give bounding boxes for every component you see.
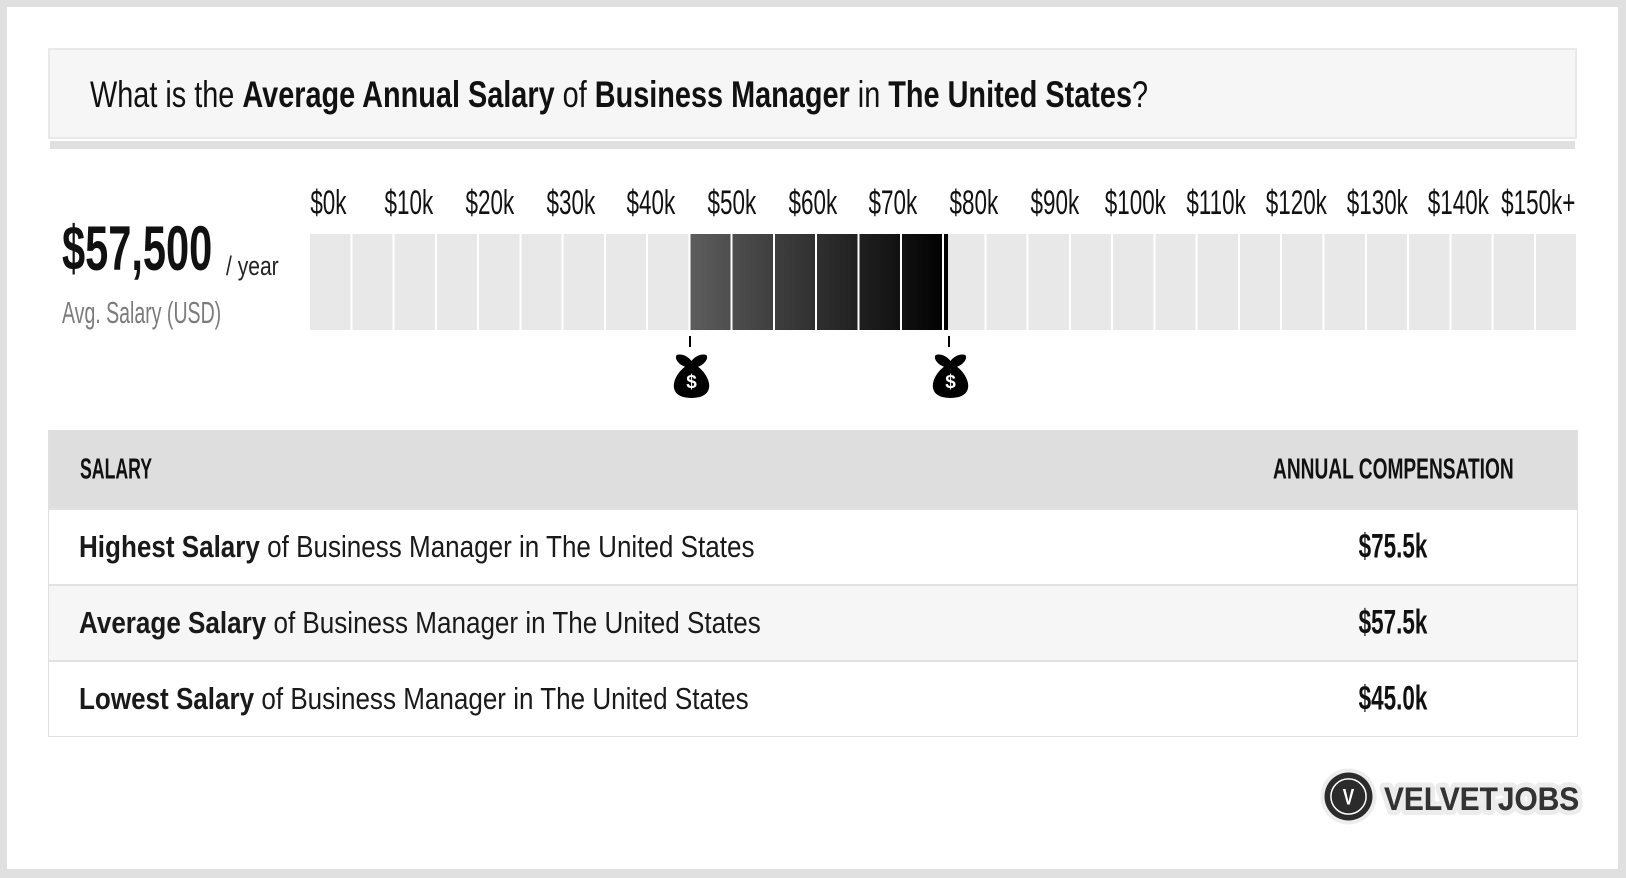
svg-text:$: $ bbox=[687, 372, 698, 393]
svg-text:V: V bbox=[1343, 785, 1355, 810]
svg-text:$: $ bbox=[945, 372, 956, 393]
svg-text:VELVETJOBS: VELVETJOBS bbox=[1384, 781, 1579, 817]
svg-text:VELVETJOBS: VELVETJOBS bbox=[1384, 781, 1579, 817]
